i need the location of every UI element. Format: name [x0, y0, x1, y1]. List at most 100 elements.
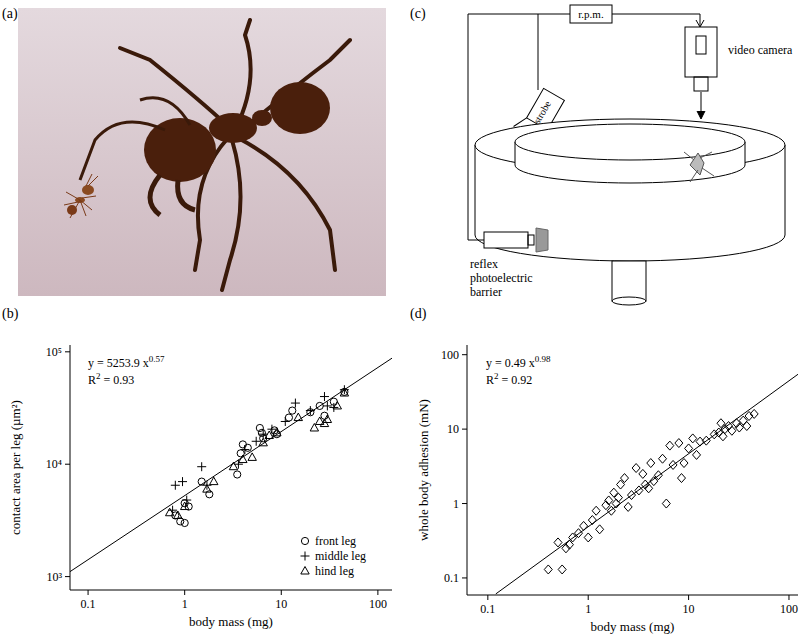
y-tick-label: 10	[447, 422, 459, 436]
point	[197, 462, 206, 471]
y-tick-label: 10⁵	[46, 345, 62, 359]
point	[333, 401, 341, 409]
point	[544, 565, 552, 574]
legend-label: front leg	[315, 534, 356, 548]
legend-symbol	[301, 552, 310, 561]
annotation: y = 0.49 x0.98	[486, 354, 551, 370]
point	[621, 474, 629, 483]
annotation: R2 = 0.93	[88, 371, 134, 387]
point	[248, 453, 256, 461]
fit-line	[70, 358, 392, 571]
ant-leg	[238, 138, 335, 270]
point	[662, 499, 670, 508]
barrier-lens	[528, 235, 534, 245]
point	[639, 469, 647, 478]
point	[614, 493, 622, 502]
point	[178, 477, 187, 486]
legend-label: middle leg	[315, 549, 366, 563]
annotation-text: y = 5253.9 x	[88, 356, 149, 370]
x-axis	[70, 590, 392, 591]
camera-body	[685, 27, 717, 77]
plot-area	[70, 358, 392, 571]
point	[180, 502, 188, 510]
reflector	[536, 228, 548, 252]
arrow-head	[697, 111, 705, 119]
barrier-label: reflex	[470, 257, 498, 271]
panel-a: (a)	[2, 6, 386, 296]
point	[285, 414, 292, 421]
y-tick	[65, 464, 70, 465]
point	[678, 474, 686, 483]
point	[675, 439, 683, 448]
point	[596, 525, 604, 534]
point	[166, 508, 174, 516]
wire	[538, 14, 539, 90]
point	[554, 538, 562, 547]
x-tick-label: 10	[683, 602, 695, 616]
point	[174, 511, 182, 519]
point	[666, 441, 674, 450]
x-tick-label: 0.1	[81, 597, 96, 611]
point	[624, 502, 632, 511]
annotation-text: R	[88, 373, 96, 387]
panel-c: (c)r.p.m.video camerastrobereflexphotoel…	[410, 5, 793, 305]
x-tick-label: 1	[585, 602, 591, 616]
x-axis-label: body mass (mg)	[591, 619, 675, 634]
x-tick	[487, 595, 488, 600]
panel-label: (a)	[2, 6, 18, 22]
ant-head	[82, 185, 94, 195]
x-axis-label: body mass (mg)	[189, 614, 273, 629]
annotation-text: = 0.93	[101, 373, 135, 387]
ant-legs	[64, 174, 98, 218]
point	[291, 399, 300, 408]
ant-sketch	[684, 152, 714, 182]
y-axis-label: contact area per leg (µm²)	[8, 400, 23, 535]
point	[743, 422, 751, 431]
point	[659, 454, 667, 463]
camera-lens	[694, 77, 708, 91]
small-ant	[64, 174, 98, 218]
x-tick-label: 100	[780, 602, 798, 616]
y-tick-label: 10⁴	[46, 457, 62, 471]
y-tick-label: 0.1	[444, 571, 459, 585]
annotation-exponent: 0.98	[535, 354, 551, 364]
x-tick-label: 10	[275, 597, 287, 611]
chart-0: (b)0.111010010³10⁴10⁵body mass (mg)conta…	[2, 306, 392, 629]
point	[750, 409, 758, 418]
y-tick	[462, 354, 467, 355]
x-tick-label: 100	[369, 597, 387, 611]
y-tick	[65, 351, 70, 352]
x-tick	[688, 595, 689, 600]
point	[316, 417, 324, 425]
point	[281, 417, 290, 426]
wire	[468, 240, 484, 241]
point	[240, 445, 249, 454]
x-tick	[281, 590, 282, 595]
point	[294, 413, 302, 421]
legend-symbol	[301, 567, 309, 575]
photo-bg	[18, 8, 386, 296]
y-tick-label: 1	[453, 497, 459, 511]
panel-label: (b)	[2, 306, 19, 322]
x-tick	[184, 590, 185, 595]
annotation-text: = 0.92	[499, 373, 533, 387]
chart-1: (d)0.11101000.1110100body mass (mg)whole…	[410, 306, 798, 634]
y-axis	[70, 345, 71, 590]
ant-mandible	[150, 175, 195, 215]
y-tick-label: 100	[441, 348, 459, 362]
point	[558, 565, 566, 574]
arrow-head	[696, 20, 704, 27]
ant-gaster	[270, 82, 330, 134]
y-tick-label: 10³	[46, 570, 62, 584]
point	[234, 471, 241, 478]
point	[320, 392, 329, 401]
shaft-end	[612, 297, 646, 305]
panel-label: (d)	[410, 306, 427, 322]
y-tick	[462, 577, 467, 578]
x-tick	[88, 590, 89, 595]
point	[605, 496, 613, 505]
ant-leg	[120, 48, 230, 128]
point	[632, 464, 640, 473]
point	[680, 459, 688, 468]
panel-label: (c)	[410, 6, 426, 22]
